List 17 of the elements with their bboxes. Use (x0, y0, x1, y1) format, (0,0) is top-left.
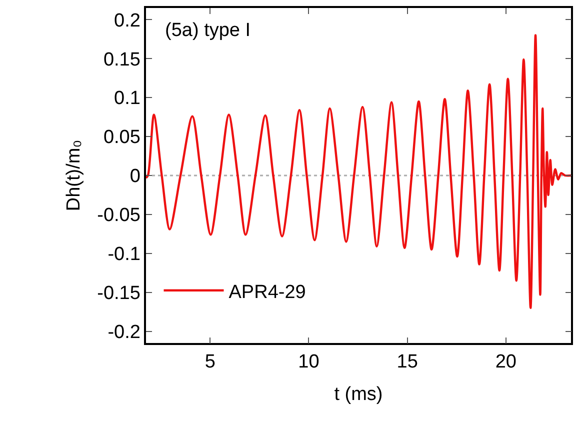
y-axis-title: Dh(t)/m₀ (63, 140, 84, 212)
y-tick-label: -0.2 (108, 322, 140, 343)
x-tick-label: 10 (298, 352, 320, 373)
x-tick-label: 15 (396, 352, 418, 373)
y-tick-label: 0.05 (103, 127, 140, 148)
y-tick-label: -0.15 (97, 283, 140, 304)
x-tick-label: 20 (495, 352, 516, 373)
y-tick-label: 0 (130, 166, 140, 188)
y-tick-label: -0.1 (108, 244, 140, 266)
legend-label: APR4-29 (228, 282, 306, 303)
y-tick-label: 0.15 (103, 49, 140, 70)
x-axis-title: t (ms) (334, 384, 383, 405)
y-tick-label: -0.05 (97, 205, 140, 226)
y-tick-label: 0.1 (114, 88, 140, 110)
annotation: (5a) type I (165, 20, 251, 41)
y-tick-label: 0.2 (114, 10, 140, 32)
x-tick-label: 5 (204, 352, 216, 373)
